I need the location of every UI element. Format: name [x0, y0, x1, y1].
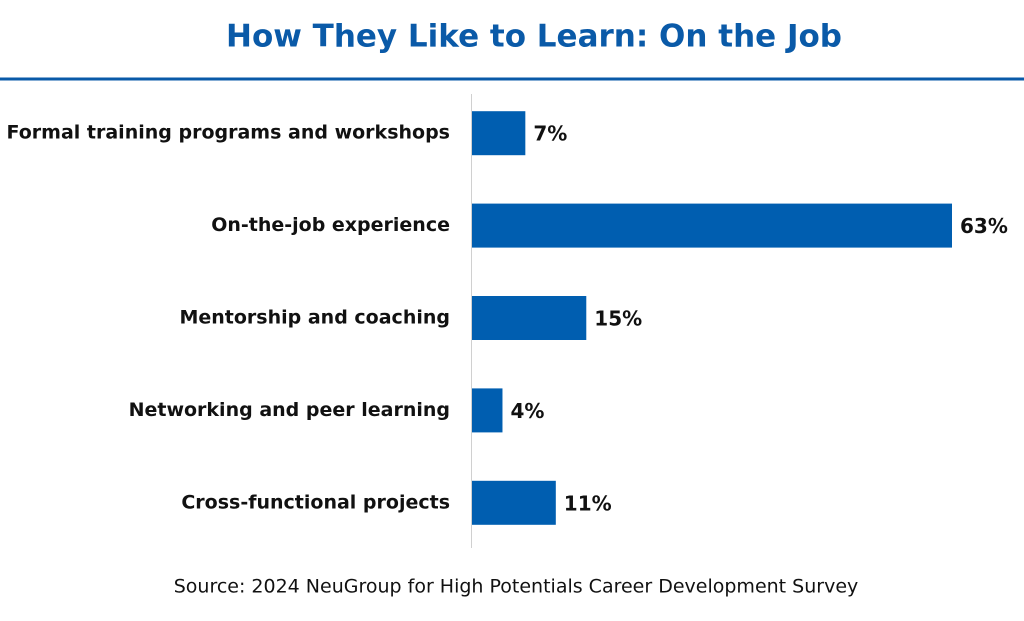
- value-label: 63%: [960, 214, 1008, 238]
- value-label: 7%: [533, 122, 567, 146]
- chart-title: How They Like to Learn: On the Job: [226, 19, 842, 55]
- category-label: Mentorship and coaching: [179, 307, 450, 329]
- category-label: On-the-job experience: [211, 214, 450, 236]
- category-label: Networking and peer learning: [129, 399, 450, 421]
- bar: [472, 296, 587, 340]
- bar: [472, 203, 952, 248]
- bar: [472, 480, 556, 525]
- value-label: 15%: [594, 307, 642, 331]
- value-label: 11%: [564, 491, 612, 515]
- category-label: Cross-functional projects: [181, 491, 450, 513]
- source-note: Source: 2024 NeuGroup for High Potential…: [174, 576, 859, 598]
- bar: [472, 388, 503, 433]
- value-label: 4%: [510, 399, 544, 423]
- category-label: Formal training programs and workshops: [7, 122, 450, 144]
- bar: [472, 111, 526, 156]
